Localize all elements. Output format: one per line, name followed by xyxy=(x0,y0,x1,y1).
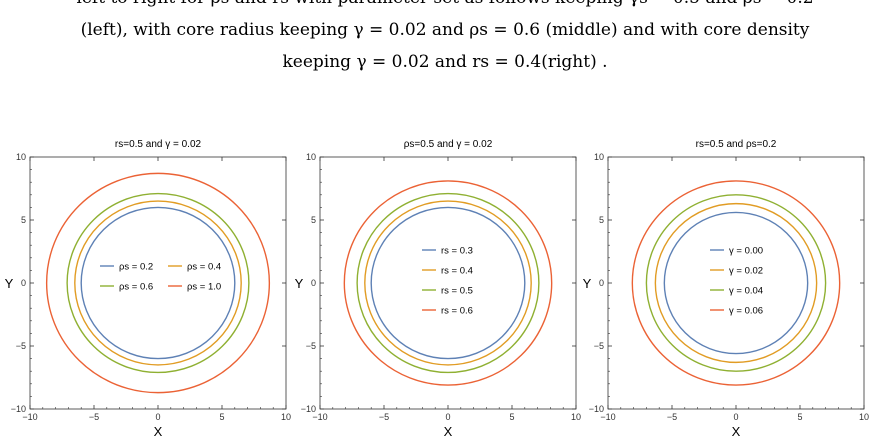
series-curve xyxy=(80,206,236,360)
caption-line-2: (left), with core radius keeping γ = 0.0… xyxy=(80,20,810,40)
x-axis-label: X xyxy=(444,424,453,439)
y-tick-label: 5 xyxy=(21,215,26,225)
series-curve xyxy=(364,200,532,366)
legend-label: rs = 0.6 xyxy=(441,306,473,317)
series-curve xyxy=(654,202,818,364)
x-axis-label: X xyxy=(732,424,741,439)
series-curve xyxy=(663,211,809,355)
y-tick-label: −5 xyxy=(16,341,26,351)
x-tick-label: −10 xyxy=(312,412,327,422)
y-axis-label: Y xyxy=(5,276,14,291)
x-tick-label: 0 xyxy=(155,412,160,422)
legend-label: γ = 0.02 xyxy=(729,266,763,277)
chart-title: rs=0.5 and γ = 0.02 xyxy=(115,139,202,150)
x-tick-label: −10 xyxy=(22,412,37,422)
legend-label: ρs = 0.2 xyxy=(119,262,153,273)
chart-title: rs=0.5 and ρs=0.2 xyxy=(696,139,777,150)
x-tick-label: 10 xyxy=(281,412,291,422)
y-tick-label: 0 xyxy=(21,278,26,288)
legend-label: ρs = 1.0 xyxy=(187,282,221,293)
x-tick-label: 5 xyxy=(797,412,802,422)
y-axis-label: Y xyxy=(583,276,592,291)
x-tick-label: −5 xyxy=(89,412,99,422)
x-tick-label: −10 xyxy=(600,412,615,422)
x-tick-label: 10 xyxy=(571,412,581,422)
series-curve xyxy=(370,206,526,360)
chart-title: ρs=0.5 and γ = 0.02 xyxy=(404,139,493,150)
series-curve xyxy=(66,192,250,374)
y-axis-label: Y xyxy=(295,276,304,291)
y-tick-label: 10 xyxy=(594,152,604,162)
y-tick-label: −10 xyxy=(589,404,604,414)
series-curve xyxy=(343,180,553,386)
y-tick-label: 5 xyxy=(599,215,604,225)
legend-label: rs = 0.4 xyxy=(441,266,473,277)
series-curve xyxy=(74,200,242,366)
caption-line-1: left to right for ρs and rs with paramet… xyxy=(0,0,890,14)
x-tick-label: 10 xyxy=(859,412,869,422)
x-axis-label: X xyxy=(154,424,163,439)
legend-label: γ = 0.04 xyxy=(729,286,763,297)
legend-label: ρs = 0.4 xyxy=(187,262,221,273)
legend-label: γ = 0.00 xyxy=(729,246,763,257)
x-tick-label: 0 xyxy=(445,412,450,422)
legend: γ = 0.00 γ = 0.02 γ = 0.04 γ = 0.06 xyxy=(710,246,763,317)
caption-line-3: keeping γ = 0.02 and rs = 0.4(right) . xyxy=(282,52,608,72)
plot-frame xyxy=(319,156,577,410)
x-tick-label: −5 xyxy=(379,412,389,422)
legend: rs = 0.3 rs = 0.4 rs = 0.5 rs = 0.6 xyxy=(422,246,473,317)
chart-left: rs=0.5 and γ = 0.02 −10 −5 0 5 10 −10 −5 0 5 10 X Yρ… xyxy=(5,139,291,439)
legend-label: rs = 0.5 xyxy=(441,286,473,297)
y-tick-label: −5 xyxy=(594,341,604,351)
y-tick-label: 0 xyxy=(599,278,604,288)
legend-label: ρs = 0.6 xyxy=(119,282,153,293)
y-tick-label: −10 xyxy=(11,404,26,414)
series-curve xyxy=(645,194,827,372)
y-tick-label: −5 xyxy=(306,341,316,351)
y-tick-label: 10 xyxy=(16,152,26,162)
legend-label: γ = 0.06 xyxy=(729,306,763,317)
x-tick-label: 0 xyxy=(733,412,738,422)
legend: ρs = 0.2 ρs = 0.4 ρs = 0.6 ρs = 1.0 xyxy=(100,262,221,293)
plot-frame xyxy=(29,156,287,410)
x-tick-label: 5 xyxy=(219,412,224,422)
series-curve xyxy=(45,172,271,394)
y-tick-label: 5 xyxy=(311,215,316,225)
y-tick-label: 0 xyxy=(311,278,316,288)
series-curve xyxy=(356,192,540,374)
x-tick-label: 5 xyxy=(509,412,514,422)
x-tick-label: −5 xyxy=(667,412,677,422)
series-curve xyxy=(631,180,841,386)
legend-label: rs = 0.3 xyxy=(441,246,473,257)
chart-right: rs=0.5 and ρs=0.2 −10 −5 0 5 10 −10 −5 0 5 10 X Yγ =… xyxy=(583,139,869,439)
y-tick-label: −10 xyxy=(301,404,316,414)
chart-middle: ρs=0.5 and γ = 0.02 −10 −5 0 5 10 −10 −5 0 5 10 X Yr… xyxy=(295,139,581,439)
y-tick-label: 10 xyxy=(306,152,316,162)
